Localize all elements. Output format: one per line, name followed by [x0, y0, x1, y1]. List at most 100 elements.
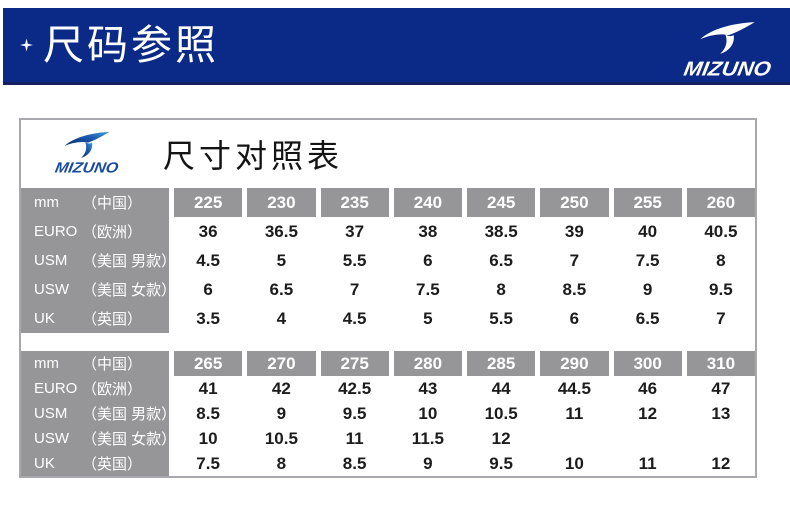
- row-label-region: （英国）: [82, 311, 143, 328]
- size-value-cell: 11: [638, 453, 657, 473]
- size-header-cell: 310: [686, 351, 755, 376]
- size-value-cell: 38: [418, 221, 438, 241]
- size-value-cell: 10: [198, 428, 218, 448]
- size-value-cell: 4: [276, 308, 287, 328]
- size-value-cell: [540, 426, 608, 451]
- row-label: mm （中国）: [21, 351, 169, 376]
- table-row: USW （美国 女款） 6 6.5 7 7.5 8 8.5 9 9.5: [21, 275, 755, 304]
- size-header-cell: 300: [613, 351, 682, 376]
- size-header-cell: 240: [393, 188, 462, 217]
- row-label-region: （美国 男款）: [82, 253, 177, 270]
- size-value-cell: 6.5: [635, 308, 660, 328]
- row-label-code: UK: [34, 455, 55, 472]
- row-label-region: （美国 男款）: [82, 406, 177, 423]
- size-value-cell: 7: [349, 279, 360, 299]
- size-header-cell: 270: [247, 351, 316, 376]
- size-value-cell: 11: [565, 403, 584, 423]
- panel-title: 尺寸对照表: [163, 138, 344, 174]
- size-value-cell: 42: [271, 378, 291, 398]
- size-value-cell: 12: [638, 403, 658, 423]
- size-value-cell: 10: [418, 403, 438, 423]
- row-label: USM （美国 男款）: [21, 246, 176, 275]
- row-label-region: （中国）: [82, 195, 143, 212]
- size-value-cell: 6.5: [489, 250, 513, 270]
- size-value-cell: [614, 426, 682, 451]
- size-value-cell: 8.5: [342, 453, 367, 473]
- size-header-cell: 225: [174, 188, 243, 217]
- row-label-region: （美国 女款）: [82, 431, 177, 448]
- table-row: USM （美国 男款） 8.5 9 9.5 10 10.5 11 12 13: [21, 401, 755, 426]
- banner: 尺码参照 MIZUNO: [3, 8, 790, 85]
- size-value-cell: 8: [716, 250, 726, 270]
- row-label-code: USM: [34, 405, 68, 422]
- mizuno-runbird-icon: [64, 131, 110, 159]
- size-value-cell: [687, 426, 755, 451]
- size-value-cell: 8: [496, 279, 506, 299]
- banner-title: 尺码参照: [43, 21, 219, 68]
- table-row: mm （中国） 265 270 275 280 285 290 300 310: [21, 351, 755, 376]
- size-header-cell: 260: [686, 188, 755, 217]
- table-row: USW （美国 女款） 10 10.5 11 11.5 12: [21, 426, 755, 451]
- size-value-cell: 46: [638, 378, 658, 398]
- size-value-cell: 6: [569, 308, 580, 328]
- size-value-cell: 41: [198, 378, 218, 398]
- size-value-cell: 47: [711, 378, 731, 398]
- size-value-cell: 7.5: [196, 453, 220, 473]
- size-value-cell: 39: [564, 221, 584, 241]
- size-value-cell: 7: [716, 308, 726, 328]
- row-label: USW （美国 女款）: [21, 275, 176, 304]
- row-label-code: mm: [34, 194, 59, 211]
- mizuno-logo-blue: MIZUNO: [37, 131, 137, 177]
- mizuno-wordmark: MIZUNO: [681, 57, 773, 81]
- size-value-cell: 40: [638, 221, 658, 241]
- size-header-cell: 245: [467, 188, 536, 217]
- row-label-region: （欧洲）: [82, 381, 143, 398]
- size-value-cell: 9: [642, 279, 653, 299]
- size-table-large: mm （中国） 265 270 275 280 285 290 300 310 EURO （欧洲） 41…: [21, 351, 755, 476]
- row-label-region: （欧洲）: [82, 224, 143, 241]
- size-header-cell: 230: [247, 188, 316, 217]
- row-label: EURO （欧洲）: [21, 376, 169, 401]
- row-label-code: mm: [34, 355, 59, 372]
- size-header-cell: 255: [613, 188, 682, 217]
- size-header-cell: 280: [393, 351, 462, 376]
- size-value-cell: 36: [198, 221, 218, 241]
- mizuno-logo-white: MIZUNO: [671, 21, 783, 80]
- size-value-cell: 37: [345, 221, 365, 241]
- table-row: EURO （欧洲） 41 42 42.5 43 44 44.5 46 47: [21, 376, 755, 401]
- size-header-cell: 275: [320, 351, 389, 376]
- size-value-cell: 9.5: [342, 403, 367, 423]
- size-value-cell: 5.5: [342, 250, 367, 270]
- table-row: mm （中国） 225 230 235 240 245 250 255 260: [21, 188, 755, 217]
- size-value-cell: 44: [491, 378, 511, 398]
- size-value-cell: 8: [276, 453, 287, 473]
- size-header-cell: 265: [174, 351, 243, 376]
- size-value-cell: 6: [423, 250, 433, 270]
- size-value-cell: 12: [491, 428, 511, 448]
- row-label-region: （英国）: [82, 456, 143, 473]
- size-value-cell: 40.5: [704, 221, 738, 241]
- size-value-cell: 4.5: [196, 250, 220, 270]
- row-label: EURO （欧洲）: [21, 217, 169, 246]
- row-label: UK （英国）: [21, 451, 169, 476]
- table-row: EURO （欧洲） 36 36.5 37 38 38.5 39 40 40.5: [21, 217, 755, 246]
- size-value-cell: 10.5: [484, 403, 518, 423]
- size-value-cell: 9: [423, 453, 433, 473]
- size-value-cell: 8.5: [562, 279, 587, 299]
- size-value-cell: 8.5: [196, 403, 220, 423]
- row-label: mm （中国）: [21, 188, 169, 217]
- size-value-cell: 5: [423, 308, 433, 328]
- table-row: USM （美国 男款） 4.5 5 5.5 6 6.5 7 7.5 8: [21, 246, 755, 275]
- size-value-cell: 42.5: [338, 378, 372, 398]
- row-label-code: USM: [34, 252, 68, 269]
- row-label-region: （美国 女款）: [82, 282, 177, 299]
- panel-header: MIZUNO 尺寸对照表: [21, 120, 755, 188]
- size-value-cell: 36.5: [264, 221, 298, 241]
- size-value-cell: 6: [203, 279, 213, 299]
- size-value-cell: 11: [345, 428, 364, 448]
- size-value-cell: 9.5: [709, 279, 733, 299]
- size-value-cell: 11.5: [411, 428, 444, 448]
- size-table-small: mm （中国） 225 230 235 240 245 250 255 260 EURO （欧洲） 36…: [21, 188, 755, 333]
- row-label-code: UK: [34, 310, 55, 327]
